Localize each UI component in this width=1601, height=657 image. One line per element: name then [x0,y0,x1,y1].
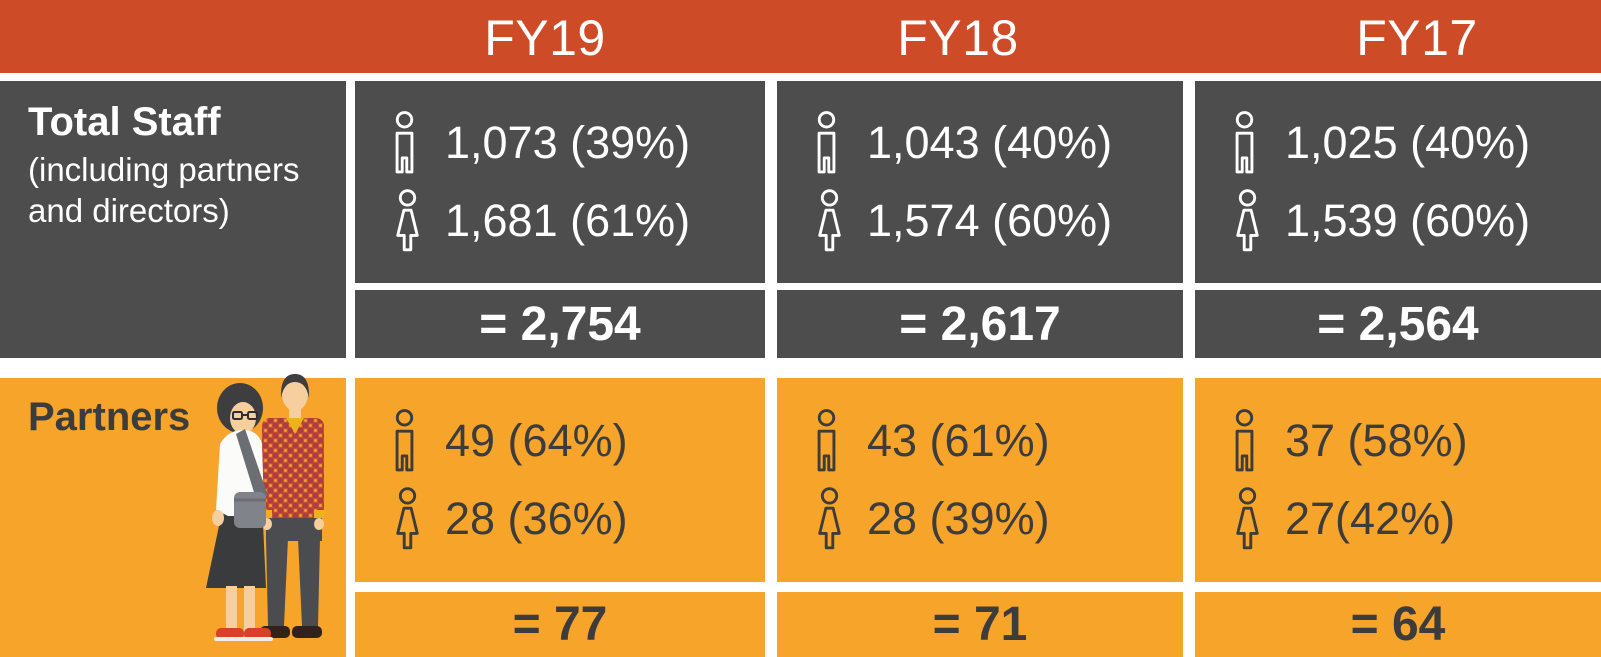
female-icon [1229,487,1275,551]
staff-fy17-female-row: 1,539 (60%) [1229,189,1601,253]
total-staff-label-cell: Total Staff (including partners and dire… [0,81,346,358]
staff-fy18-cell: 1,043 (40%) 1,574 (60%) [777,81,1183,283]
staff-fy19-total: = 2,754 [355,290,765,358]
partners-fy19-cell: 49 (64%) 28 (36%) [355,378,765,582]
total-staff-title: Total Staff [28,100,221,144]
staff-fy19-male-value: 1,073 (39%) [445,117,691,168]
partners-fy17-cell: 37 (58%) 27(42%) [1195,378,1601,582]
staff-fy19-cell: 1,073 (39%) 1,681 (61%) [355,81,765,283]
column-header-fy17: FY17 [1356,10,1478,66]
partners-fy19-male-value: 49 (64%) [445,415,628,466]
partners-fy17-total: = 64 [1195,592,1601,657]
staff-fy17-total: = 2,564 [1195,290,1601,358]
partners-fy17-female-value: 27(42%) [1285,493,1456,544]
man-figure [260,374,324,638]
male-icon [811,111,857,175]
partners-fy18-total: = 71 [777,592,1183,657]
column-header-fy19: FY19 [484,10,606,66]
partners-fy17-male-row: 37 (58%) [1229,409,1601,473]
partners-fy19-female-row: 28 (36%) [389,487,765,551]
female-icon [811,189,857,253]
male-icon [811,409,857,473]
staff-fy19-female-value: 1,681 (61%) [445,195,691,246]
male-icon [1229,111,1275,175]
female-icon [1229,189,1275,253]
partners-fy18-cell: 43 (61%) 28 (39%) [777,378,1183,582]
staff-fy17-male-row: 1,025 (40%) [1229,111,1601,175]
partners-fy19-total: = 77 [355,592,765,657]
male-icon [389,409,435,473]
male-icon [1229,409,1275,473]
staff-fy19-female-row: 1,681 (61%) [389,189,765,253]
staff-fy17-female-value: 1,539 (60%) [1285,195,1531,246]
partners-fy17-male-value: 37 (58%) [1285,415,1468,466]
staff-fy18-male-value: 1,043 (40%) [867,117,1113,168]
partners-fy18-male-value: 43 (61%) [867,415,1050,466]
partners-fy19-male-row: 49 (64%) [389,409,765,473]
fiscal-year-header-band: FY19 FY18 FY17 [0,0,1601,73]
staff-fy17-male-value: 1,025 (40%) [1285,117,1531,168]
partners-fy19-female-value: 28 (36%) [445,493,628,544]
staff-fy17-cell: 1,025 (40%) 1,539 (60%) [1195,81,1601,283]
column-header-fy18: FY18 [897,10,1019,66]
partners-fy18-female-row: 28 (39%) [811,487,1183,551]
partners-illustration [206,374,324,641]
male-icon [389,111,435,175]
partners-title: Partners [28,395,191,439]
partners-label-cell: Partners [0,374,346,657]
partners-fy17-female-row: 27(42%) [1229,487,1601,551]
female-icon [389,189,435,253]
total-staff-subtitle: (including partners and directors) [28,151,300,230]
staff-fy18-female-row: 1,574 (60%) [811,189,1183,253]
staff-fy19-male-row: 1,073 (39%) [389,111,765,175]
partners-fy18-male-row: 43 (61%) [811,409,1183,473]
staff-fy18-female-value: 1,574 (60%) [867,195,1113,246]
woman-figure [206,383,273,641]
female-icon [811,487,857,551]
staff-fy18-male-row: 1,043 (40%) [811,111,1183,175]
female-icon [389,487,435,551]
partners-fy18-female-value: 28 (39%) [867,493,1050,544]
staff-fy18-total: = 2,617 [777,290,1183,358]
